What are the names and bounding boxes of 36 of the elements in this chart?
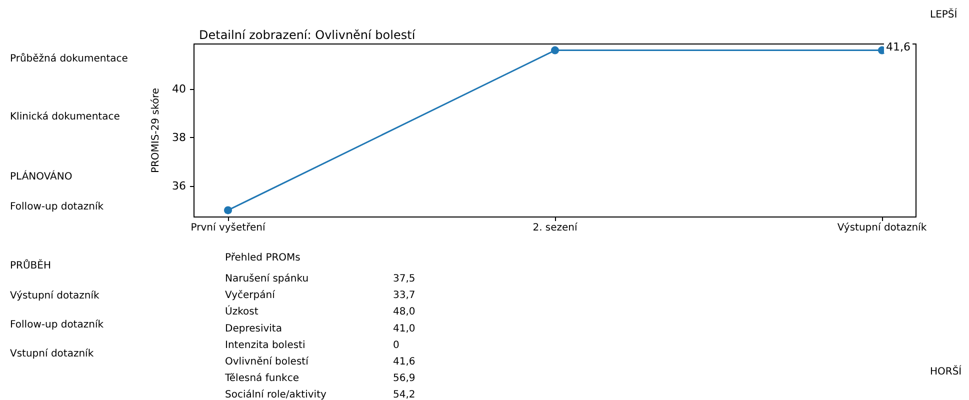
text: Průběžná dokumentace [10,52,128,64]
x-tick-label: Výstupní dotazník [837,222,927,234]
text: 37,5 [393,274,416,284]
text: LEPŠÍ [930,8,958,20]
text: Tělesná funkce [224,373,299,384]
y-tick-label: 36 [172,179,186,192]
text: 48,0 [393,306,416,318]
chart-title: Detailní zobrazení: Ovlivnění bolestí [199,28,416,42]
text: 33,7 [393,290,416,302]
text: 41,0 [393,323,416,334]
text: Přehled PROMs [225,252,300,264]
text: 41,6 [393,356,416,368]
y-axis-title: PROMIS-29 skóre [150,88,162,174]
text: Klinická dokumentace [10,112,120,122]
data-label: 41,6 [886,40,910,54]
y-tick-label: 38 [172,131,186,144]
y-tick-label: 40 [172,82,186,96]
text: Depresivita [225,323,282,334]
text: Sociální role/aktivity [225,390,326,400]
text: Follow-up dotazník [10,320,104,330]
text: Vyčerpání [225,290,276,302]
text: Ovlivnění bolestí [225,356,310,368]
text: PLÁNOVÁNO [10,170,72,182]
text: Follow-up dotazník [10,202,104,212]
text: Vstupní dotazník [10,348,94,360]
text: 56,9 [393,373,416,384]
text: HORŠÍ [930,364,962,378]
text: 0 [393,340,400,351]
x-tick-label: 2. sezení [532,222,579,234]
text: Narušení spánku [225,274,309,284]
text: 54,2 [393,390,416,400]
text: Úzkost [225,304,258,318]
text: PRŮBĚH [10,258,51,272]
x-tick-label: První vyšetření [190,222,266,234]
text: Výstupní dotazník [10,290,100,302]
text: Intenzita bolesti [225,340,306,351]
